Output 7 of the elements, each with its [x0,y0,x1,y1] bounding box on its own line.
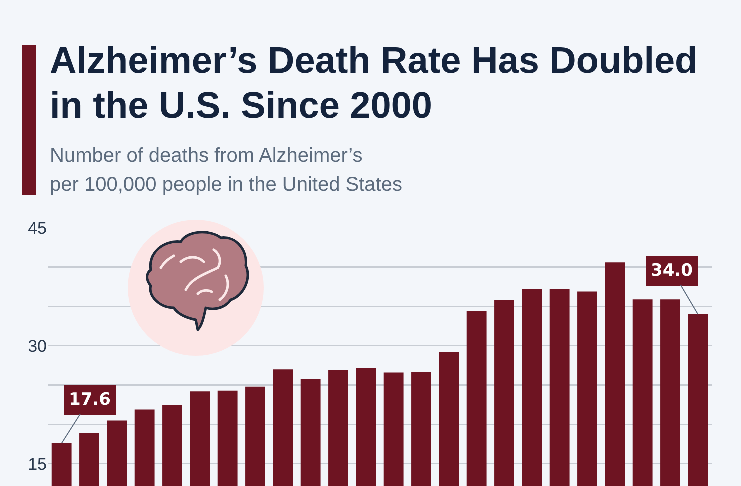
y-tick-label: 30 [28,336,47,356]
y-tick-label: 15 [28,454,47,474]
y-tick-label: 45 [28,218,47,238]
data-label: 34.0 [651,261,694,281]
chart-title: Alzheimer’s Death Rate Has Doubled in the U.S. Since 2000 [50,39,699,128]
data-label: 17.6 [69,390,111,410]
chart-subtitle: Number of deaths from Alzheimer’s per 100,000 people in the United States [50,144,402,198]
